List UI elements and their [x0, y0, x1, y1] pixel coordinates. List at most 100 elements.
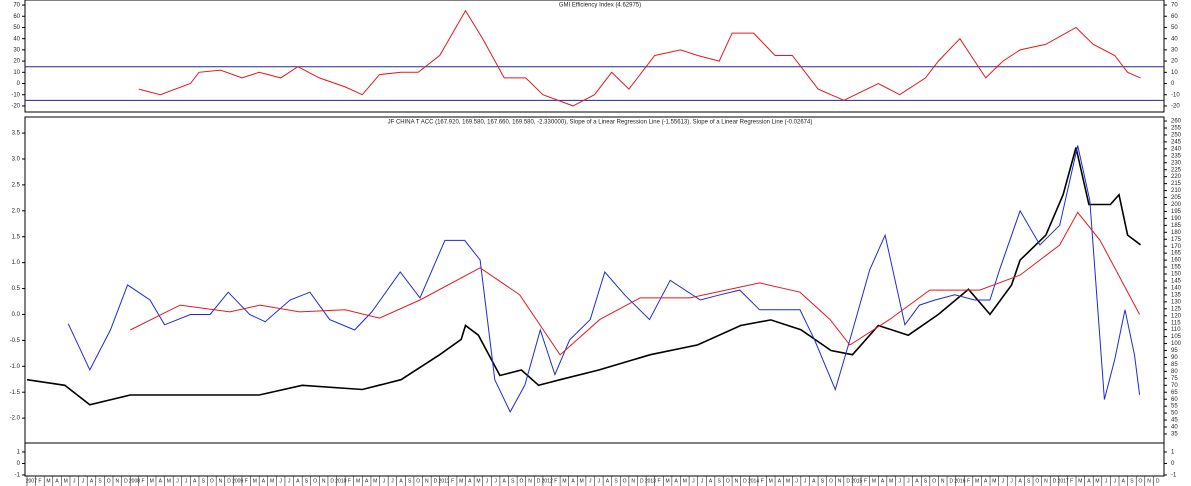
x-tick-label: J: [73, 478, 76, 484]
y-tick-label: 0: [1171, 81, 1175, 87]
x-tick-label: F: [142, 478, 145, 484]
x-tick-label: A: [812, 478, 816, 484]
y-tick-label: 0.0: [12, 312, 21, 318]
y2-tick-label: 35: [1171, 432, 1178, 438]
y2-tick-label: 240: [1171, 146, 1182, 152]
y2-tick-label: 55: [1171, 404, 1178, 410]
x-tick-label: M: [683, 478, 687, 484]
y-tick-label: -1: [1171, 473, 1177, 479]
y2-tick-label: 160: [1171, 258, 1182, 264]
x-tick-label: J: [185, 478, 188, 484]
y-tick-label: 10: [13, 70, 20, 76]
x-tick-label: J: [589, 478, 592, 484]
x-tick-label: D: [640, 478, 644, 484]
y-tick-label: -10: [11, 92, 20, 98]
y-tick-label: -1.0: [10, 364, 21, 370]
y-tick-label: 1: [17, 450, 21, 456]
y-tick-label: -20: [1171, 104, 1180, 110]
x-tick-label: N: [1044, 478, 1048, 484]
x-tick-label: F: [38, 478, 41, 484]
x-tick-label: D: [330, 478, 334, 484]
x-tick-label: S: [98, 478, 102, 484]
y-tick-label: 70: [13, 3, 20, 9]
x-tick-label: D: [743, 478, 747, 484]
y-tick-label: 70: [1171, 3, 1178, 9]
x-tick-label: J: [898, 478, 901, 484]
y2-tick-label: 115: [1171, 320, 1181, 326]
y2-tick-label: 180: [1171, 230, 1182, 236]
x-tick-label: O: [1139, 478, 1143, 484]
y2-tick-label: 185: [1171, 223, 1182, 229]
x-tick-label: D: [227, 478, 231, 484]
y2-tick-label: 40: [1171, 425, 1178, 431]
x-tick-label: J: [804, 478, 807, 484]
y2-tick-label: 230: [1171, 160, 1182, 166]
y-tick-label: 0: [1171, 461, 1175, 467]
x-tick-label: M: [889, 478, 893, 484]
x-tick-label: S: [1130, 478, 1134, 484]
x-tick-label: S: [924, 478, 928, 484]
y2-tick-label: 225: [1171, 167, 1182, 173]
x-tick-label: M: [786, 478, 790, 484]
y2-tick-label: 155: [1171, 265, 1182, 271]
x-tick-label: O: [416, 478, 420, 484]
y2-tick-label: 75: [1171, 376, 1178, 382]
x-tick-label: A: [193, 478, 197, 484]
x-tick-label: A: [90, 478, 94, 484]
series-line: [129, 211, 1141, 356]
x-tick-label: 2010: [335, 478, 346, 484]
y2-tick-label: 195: [1171, 209, 1182, 215]
y-tick-label: -0.5: [10, 338, 21, 344]
x-tick-label: A: [915, 478, 919, 484]
x-tick-label: O: [623, 478, 627, 484]
y2-tick-label: 145: [1171, 279, 1182, 285]
y-tick-label: 50: [1171, 25, 1178, 31]
y2-tick-label: 110: [1171, 327, 1181, 333]
y-tick-label: 0.5: [12, 286, 21, 292]
panel-title: JF CHINA T ACC (167.920, 169.580, 167.66…: [388, 120, 813, 126]
x-tick-label: N: [219, 478, 223, 484]
x-tick-label: 2012: [542, 478, 553, 484]
x-tick-label: J: [1113, 478, 1116, 484]
x-tick-label: N: [941, 478, 945, 484]
y2-tick-label: 130: [1171, 299, 1182, 305]
series-line: [67, 145, 1141, 413]
x-tick-label: S: [202, 478, 206, 484]
x-tick-label: M: [167, 478, 171, 484]
y2-tick-label: 220: [1171, 174, 1182, 180]
x-tick-label: M: [975, 478, 979, 484]
x-tick-label: S: [305, 478, 309, 484]
x-tick-label: M: [150, 478, 154, 484]
y-tick-label: 30: [13, 47, 20, 53]
x-tick-label: N: [115, 478, 119, 484]
y-tick-label: 2.0: [12, 208, 21, 214]
x-tick-label: A: [262, 478, 266, 484]
x-tick-label: D: [1156, 478, 1160, 484]
y2-tick-label: 210: [1171, 188, 1182, 194]
x-tick-label: S: [718, 478, 722, 484]
y2-tick-label: 260: [1171, 119, 1182, 125]
y-tick-label: 50: [13, 25, 20, 31]
y2-tick-label: 85: [1171, 362, 1178, 368]
x-tick-label: S: [1027, 478, 1031, 484]
x-tick-label: N: [735, 478, 739, 484]
x-tick-label: M: [270, 478, 274, 484]
x-tick-label: O: [726, 478, 730, 484]
x-tick-label: A: [881, 478, 885, 484]
y2-tick-label: 60: [1171, 397, 1178, 403]
y-tick-label: 1.0: [12, 260, 21, 266]
panel-title: GMI Efficiency Index (4.62975): [559, 3, 641, 9]
y2-tick-label: 100: [1171, 341, 1182, 347]
x-tick-label: F: [451, 478, 454, 484]
y-tick-label: -1: [15, 473, 21, 479]
x-tick-label: A: [399, 478, 403, 484]
y2-tick-label: 235: [1171, 153, 1182, 159]
x-tick-label: J: [701, 478, 704, 484]
y2-tick-label: 80: [1171, 369, 1178, 375]
y2-tick-label: 120: [1171, 313, 1182, 319]
x-tick-label: A: [606, 478, 610, 484]
y-tick-label: 3.0: [12, 157, 21, 163]
x-tick-label: A: [571, 478, 575, 484]
y-tick-label: 0: [17, 461, 21, 467]
x-tick-label: F: [348, 478, 351, 484]
